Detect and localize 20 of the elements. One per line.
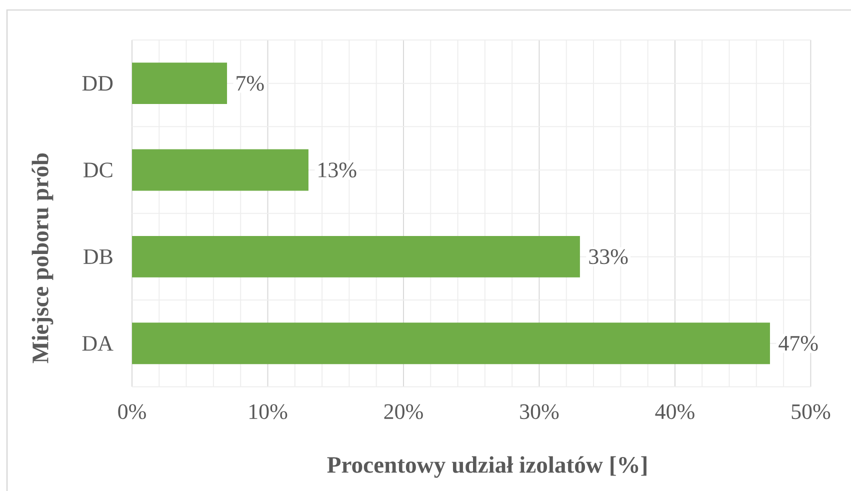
y-tick-label: DC xyxy=(84,162,112,178)
bar xyxy=(132,322,770,364)
x-tick-label: 10% xyxy=(250,404,288,420)
bar xyxy=(132,236,580,278)
y-tick-label: DA xyxy=(82,336,114,351)
x-tick-label: 40% xyxy=(655,404,694,420)
bar xyxy=(132,62,228,104)
y-axis-title: Miejsce poboru prób xyxy=(32,153,54,364)
x-tick-label: 20% xyxy=(384,404,423,420)
x-axis-title: Procentowy udział izolatów [%] xyxy=(327,456,646,478)
y-tick-label: DB xyxy=(84,249,112,264)
data-label: 33% xyxy=(589,249,628,264)
x-tick-label: 50% xyxy=(792,404,830,420)
data-label: 7% xyxy=(236,76,264,91)
data-label: 47% xyxy=(778,336,818,351)
data-label: 13% xyxy=(318,162,356,178)
bar xyxy=(132,149,308,191)
y-tick-label: DD xyxy=(82,76,113,91)
x-tick-label: 0% xyxy=(118,404,146,420)
x-tick-label: 30% xyxy=(520,404,559,420)
